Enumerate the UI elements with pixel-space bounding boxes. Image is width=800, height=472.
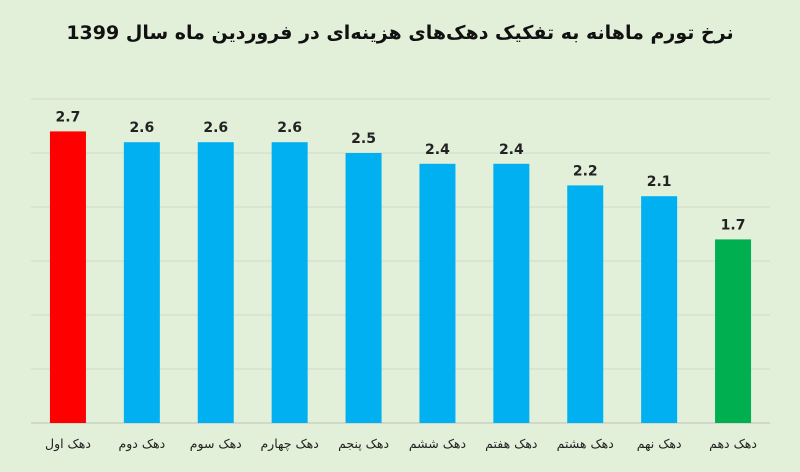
bar-3	[197, 142, 234, 423]
data-label-3: 2.6	[203, 120, 228, 136]
bar-5	[345, 153, 382, 423]
category-label-3: دهک سوم	[190, 436, 242, 452]
data-label-4: 2.6	[277, 120, 302, 136]
category-label-8: دهک هشتم	[557, 436, 614, 452]
category-label-6: دهک ششم	[409, 436, 466, 452]
bar-7	[493, 163, 530, 424]
data-label-7: 2.4	[499, 142, 524, 158]
category-label-5: دهک پنجم	[338, 436, 389, 452]
category-label-1: دهک اول	[45, 436, 91, 452]
bar-9	[641, 196, 678, 423]
data-label-5: 2.5	[351, 131, 376, 147]
category-label-10: دهک دهم	[709, 436, 757, 452]
bar-1	[49, 131, 86, 423]
data-label-1: 2.7	[56, 109, 81, 125]
bar-2	[123, 142, 160, 423]
bar-8	[567, 185, 604, 423]
chart-title: نرخ تورم ماهانه به تفکیک دهک‌های هزینه‌ا…	[66, 22, 734, 44]
bar-6	[419, 163, 456, 424]
data-label-9: 2.1	[647, 174, 672, 190]
data-label-10: 1.7	[721, 217, 746, 233]
category-label-4: دهک چهارم	[260, 436, 318, 452]
data-label-6: 2.4	[425, 142, 450, 158]
data-label-8: 2.2	[573, 163, 598, 179]
category-label-2: دهک دوم	[119, 436, 166, 452]
data-label-2: 2.6	[129, 120, 154, 136]
category-label-7: دهک هفتم	[485, 436, 537, 452]
category-label-9: دهک نهم	[637, 436, 682, 452]
bar-4	[271, 142, 308, 423]
bar-10	[715, 239, 752, 423]
